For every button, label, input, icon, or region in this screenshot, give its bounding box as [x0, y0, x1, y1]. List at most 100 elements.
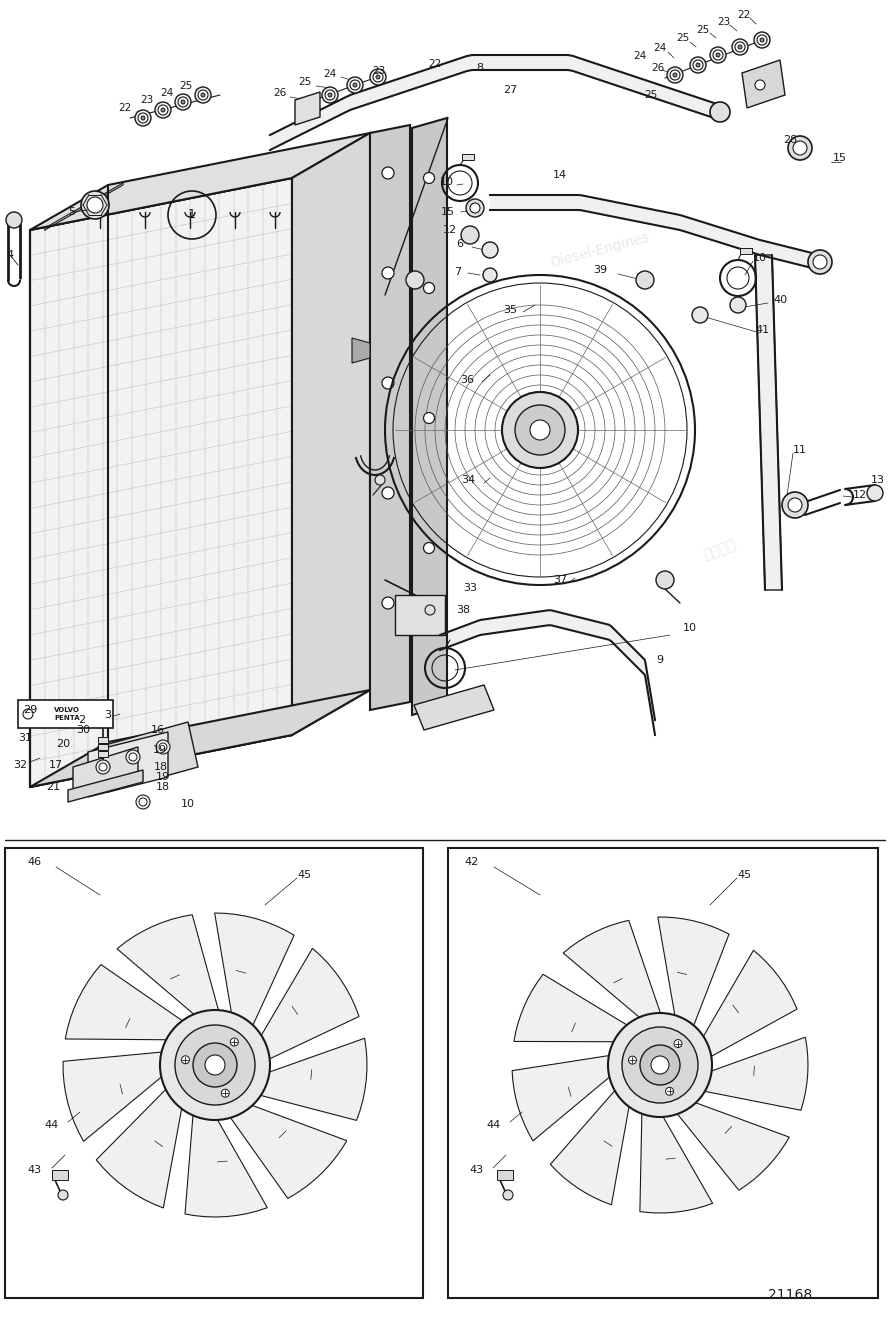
Bar: [52, 1170, 68, 1181]
Circle shape: [373, 73, 383, 82]
Circle shape: [690, 57, 706, 73]
Circle shape: [640, 1045, 680, 1086]
Circle shape: [651, 1057, 669, 1074]
Text: 10: 10: [683, 623, 697, 633]
Circle shape: [666, 1087, 674, 1095]
Circle shape: [692, 307, 708, 323]
Circle shape: [159, 743, 167, 751]
Bar: [462, 154, 474, 160]
Circle shape: [193, 1043, 237, 1087]
Text: 21: 21: [46, 782, 60, 791]
Circle shape: [867, 485, 883, 501]
Polygon shape: [88, 732, 168, 797]
Polygon shape: [292, 133, 370, 735]
Circle shape: [325, 90, 335, 100]
Text: 19: 19: [153, 745, 167, 754]
Polygon shape: [30, 690, 370, 787]
Polygon shape: [65, 964, 203, 1039]
Text: 36: 36: [460, 375, 474, 385]
Circle shape: [382, 266, 394, 280]
Circle shape: [503, 1190, 513, 1200]
Text: 27: 27: [503, 84, 517, 95]
Text: 19: 19: [156, 772, 170, 782]
Text: 5: 5: [69, 207, 76, 218]
Text: 28: 28: [783, 135, 797, 145]
Text: 16: 16: [151, 725, 165, 735]
Circle shape: [141, 116, 145, 120]
Polygon shape: [742, 59, 785, 108]
Text: 22: 22: [118, 103, 132, 113]
Circle shape: [732, 40, 748, 55]
Circle shape: [716, 53, 720, 57]
Circle shape: [482, 241, 498, 259]
Circle shape: [201, 94, 205, 98]
Text: 24: 24: [160, 88, 174, 98]
Text: 44: 44: [44, 1120, 59, 1130]
Polygon shape: [270, 55, 720, 150]
Circle shape: [181, 100, 185, 104]
Circle shape: [730, 297, 746, 313]
Text: Diesel-Engines: Diesel-Engines: [149, 330, 251, 369]
Circle shape: [328, 94, 332, 98]
Circle shape: [160, 1010, 270, 1120]
Circle shape: [424, 542, 434, 554]
Circle shape: [636, 270, 654, 289]
Circle shape: [793, 141, 807, 156]
Circle shape: [222, 1089, 230, 1097]
Polygon shape: [30, 178, 292, 787]
Text: Diesel-Engines: Diesel-Engines: [149, 930, 251, 969]
Polygon shape: [640, 1092, 713, 1213]
Text: 42: 42: [465, 857, 479, 867]
Text: 26: 26: [273, 88, 287, 98]
Text: 23: 23: [717, 17, 731, 26]
Polygon shape: [664, 1095, 789, 1190]
Circle shape: [155, 102, 171, 117]
Text: 35: 35: [503, 305, 517, 315]
Text: 33: 33: [463, 583, 477, 594]
Circle shape: [710, 47, 726, 63]
Polygon shape: [490, 195, 820, 270]
Polygon shape: [96, 1071, 187, 1208]
Text: 22: 22: [738, 11, 750, 20]
Text: 25: 25: [298, 77, 312, 87]
Text: 25: 25: [180, 80, 192, 91]
Text: 12: 12: [443, 226, 457, 235]
Circle shape: [515, 405, 565, 455]
Polygon shape: [658, 917, 729, 1046]
Text: 30: 30: [76, 725, 90, 735]
Text: 15: 15: [833, 153, 847, 164]
Text: 24: 24: [653, 44, 667, 53]
Circle shape: [126, 751, 140, 764]
Circle shape: [161, 108, 165, 112]
Text: 20: 20: [56, 739, 70, 749]
Circle shape: [195, 87, 211, 103]
Circle shape: [628, 1057, 636, 1064]
Text: 25: 25: [644, 90, 658, 100]
Polygon shape: [63, 1050, 187, 1141]
Text: 24: 24: [634, 51, 647, 61]
Circle shape: [622, 1028, 698, 1103]
Text: 18: 18: [156, 782, 170, 791]
Text: 38: 38: [456, 605, 470, 615]
Circle shape: [350, 80, 360, 90]
Circle shape: [424, 413, 434, 423]
Text: 40: 40: [773, 295, 787, 305]
Circle shape: [461, 226, 479, 244]
Circle shape: [738, 45, 742, 49]
Circle shape: [87, 197, 103, 212]
Circle shape: [757, 36, 767, 45]
Text: 紫发动力: 紫发动力: [702, 538, 738, 562]
Polygon shape: [563, 921, 668, 1034]
Circle shape: [808, 251, 832, 274]
Circle shape: [382, 487, 394, 499]
Circle shape: [182, 1055, 190, 1064]
Circle shape: [347, 77, 363, 94]
Polygon shape: [236, 1038, 367, 1120]
Circle shape: [530, 419, 550, 441]
Circle shape: [382, 598, 394, 609]
Polygon shape: [440, 611, 655, 735]
Bar: [5, 848, 423, 1298]
Text: 37: 37: [553, 575, 567, 586]
Bar: [98, 751, 108, 757]
Text: 9: 9: [657, 656, 664, 665]
